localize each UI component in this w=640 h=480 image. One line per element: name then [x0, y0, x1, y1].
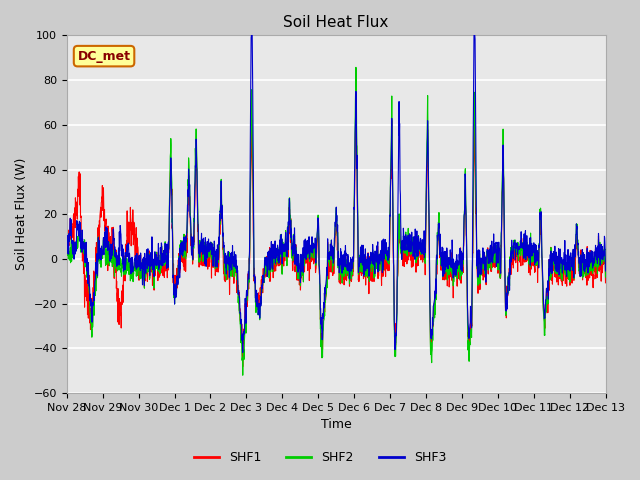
Text: DC_met: DC_met	[77, 49, 131, 63]
X-axis label: Time: Time	[321, 419, 351, 432]
Legend: SHF1, SHF2, SHF3: SHF1, SHF2, SHF3	[189, 446, 451, 469]
Y-axis label: Soil Heat Flux (W): Soil Heat Flux (W)	[15, 158, 28, 270]
Title: Soil Heat Flux: Soil Heat Flux	[284, 15, 389, 30]
